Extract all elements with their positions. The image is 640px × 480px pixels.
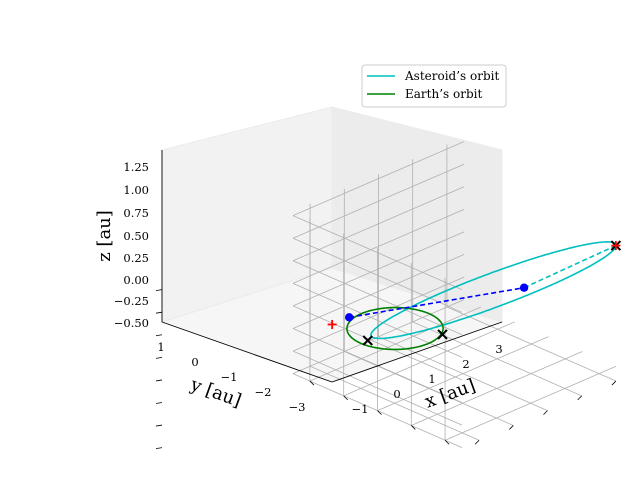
wall-grid-line [292, 350, 463, 426]
wall-grid-line [292, 208, 465, 284]
y-tick-label: −2 [255, 385, 272, 399]
wall-grid-line [292, 231, 465, 307]
z-tick-label: 1.00 [123, 183, 149, 197]
z-tick-mark [155, 447, 163, 450]
y-tick-mark [309, 380, 315, 386]
z-tick-mark [155, 424, 163, 427]
z-tick-mark [155, 289, 163, 292]
z-tick-label: 0.25 [123, 251, 149, 265]
dot-marker [519, 283, 529, 292]
apsidal-line [523, 244, 617, 289]
wall-grid-line [292, 282, 463, 358]
x-tick-label: −1 [352, 402, 369, 416]
wall-grid-line [292, 215, 463, 290]
z-tick-mark [155, 402, 163, 404]
tick-marks [155, 289, 617, 450]
floor-grid-line [444, 365, 617, 441]
x-marker [437, 329, 448, 340]
y-tick-mark [343, 395, 348, 401]
legend-label-asteroid: Asteroid’s orbit [404, 69, 499, 83]
x-tick-mark [509, 425, 514, 430]
plot-area [327, 240, 622, 351]
z-tick-mark [155, 379, 163, 382]
axis-panes [160, 106, 504, 383]
wall-grid-line [292, 254, 465, 329]
legend-box [361, 64, 507, 108]
x-marker-stroke [437, 329, 448, 340]
asteroid-orbit-line [370, 241, 617, 340]
y-tick-label: 0 [191, 355, 198, 369]
floor-grid-line [343, 321, 515, 397]
legend: Asteroid’s orbit Earth’s orbit [361, 64, 507, 108]
floor-grid-line [411, 351, 583, 426]
wall-grid-line [292, 276, 465, 352]
floor-grid-line [377, 336, 549, 412]
wall-grid-line [292, 299, 465, 375]
y-tick-labels: 1 0 −1 −2 −3 [157, 340, 305, 414]
z-tick-label: 0.50 [123, 229, 149, 243]
z-tick-label: −0.25 [114, 294, 149, 308]
z-tick-label: 1.25 [123, 160, 149, 174]
y-tick-label: 1 [157, 340, 164, 354]
wall-grid-line [292, 305, 463, 381]
z-tick-mark [155, 311, 163, 314]
wall-grid-line [292, 237, 463, 313]
axis-lines [161, 150, 503, 383]
z-tick-labels: 1.25 1.00 0.75 0.50 0.25 0.00 −0.25 −0.5… [114, 160, 149, 330]
z-tick-label: −0.50 [114, 316, 149, 330]
y-tick-label: −1 [221, 370, 238, 384]
x-tick-label: 3 [495, 342, 502, 356]
x-tick-mark [577, 395, 582, 401]
wall-grid-line [292, 186, 465, 262]
wall-grid-line [292, 260, 463, 336]
plus-marker [611, 241, 621, 251]
plus-marker [327, 319, 337, 329]
x-axis-line [331, 321, 503, 383]
x-tick-label: 2 [462, 357, 469, 371]
z-tick-mark [155, 356, 163, 359]
x-marker-stroke [362, 335, 373, 346]
z-tick-label: 0.00 [123, 273, 149, 287]
wall-grid-line [292, 141, 465, 216]
z-tick-mark [155, 334, 163, 337]
dot-marker [344, 313, 354, 322]
x-tick-label: 1 [428, 372, 435, 386]
x-marker [362, 335, 373, 346]
floor-grid-line [309, 306, 482, 382]
x-tick-labels: −1 0 1 2 3 [352, 342, 503, 416]
legend-label-earth: Earth’s orbit [405, 87, 482, 101]
x-tick-mark [611, 380, 617, 386]
wall-grid-line [292, 163, 465, 239]
y-tick-mark [377, 410, 382, 415]
y-axis-line [161, 321, 333, 383]
y-tick-mark [444, 439, 450, 445]
x-tick-mark [474, 439, 480, 445]
y-tick-mark [411, 425, 416, 430]
x-tick-label: 0 [393, 387, 400, 401]
transfer-line [349, 286, 525, 319]
z-tick-label: 0.75 [123, 206, 149, 220]
x-tick-mark [543, 410, 548, 415]
z-axis-label: z [au] [94, 210, 115, 262]
y-tick-label: −3 [289, 400, 306, 414]
grid-lines [292, 141, 617, 449]
